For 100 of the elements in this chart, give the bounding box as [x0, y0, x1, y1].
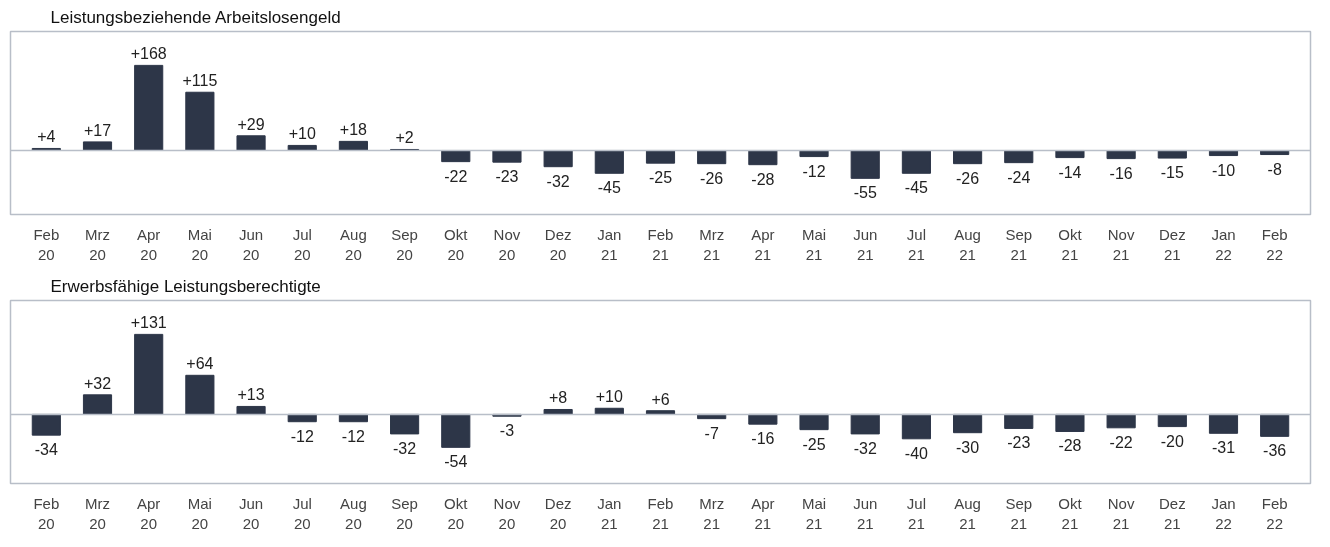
- data-label: -20: [1160, 432, 1184, 450]
- data-label: -28: [751, 170, 775, 188]
- data-label: +168: [130, 45, 167, 63]
- data-label: -22: [1109, 433, 1133, 451]
- data-label: -16: [1109, 164, 1133, 182]
- data-label: +29: [237, 115, 265, 133]
- x-tick-label: Jan 21: [597, 225, 622, 263]
- data-label: -26: [700, 169, 724, 187]
- x-tick-label: Jan 21: [597, 494, 622, 532]
- x-tick-label: Dez 20: [544, 225, 572, 263]
- data-label: -12: [290, 427, 314, 445]
- data-label: -45: [904, 179, 929, 197]
- x-tick-label: Aug 21: [954, 225, 981, 263]
- data-label: +6: [651, 390, 670, 408]
- x-tick-label: Nov 20: [493, 225, 521, 263]
- data-label: -25: [648, 169, 673, 187]
- data-label: -12: [802, 162, 826, 180]
- data-label: -30: [956, 438, 980, 456]
- x-tick-label: Feb 20: [33, 494, 60, 532]
- x-tick-label: Okt 20: [444, 225, 469, 263]
- data-label: -28: [1058, 437, 1082, 455]
- x-tick-label: Feb 21: [647, 225, 674, 263]
- data-label: -25: [802, 435, 826, 453]
- data-label: +2: [395, 129, 414, 147]
- data-label: +17: [83, 121, 112, 139]
- x-tick-label: Jul 20: [292, 494, 312, 532]
- x-tick-label: Sep 21: [1005, 494, 1033, 532]
- data-label: +10: [288, 125, 316, 143]
- data-label: -32: [853, 439, 877, 457]
- data-label: +131: [130, 314, 167, 332]
- x-tick-label: Okt 20: [444, 494, 469, 532]
- x-tick-label: Jul 21: [906, 494, 927, 532]
- x-tick-label: Aug 21: [954, 494, 981, 532]
- x-tick-label: Dez 21: [1158, 225, 1186, 263]
- data-label: -10: [1211, 161, 1236, 179]
- x-tick-label: Jun 20: [238, 494, 264, 532]
- x-tick-label: Sep 20: [391, 225, 418, 263]
- data-label: +4: [37, 128, 56, 146]
- x-tick-label: Nov 21: [1107, 494, 1135, 532]
- x-tick-label: Nov 20: [493, 494, 521, 532]
- data-label: +32: [83, 374, 112, 392]
- x-tick-label: Apr 20: [137, 225, 161, 263]
- x-tick-label: Jul 21: [906, 225, 927, 263]
- chart-title: Erwerbsfähige Leistungsberechtigte: [50, 276, 321, 296]
- data-label: -23: [495, 168, 519, 186]
- data-label: -3: [499, 422, 515, 440]
- data-label: -15: [1160, 164, 1184, 182]
- x-tick-label: Nov 21: [1107, 225, 1135, 263]
- data-label: +10: [595, 388, 623, 406]
- data-label: -54: [444, 453, 468, 471]
- x-tick-label: Feb 22: [1261, 225, 1288, 263]
- data-label: -26: [956, 169, 980, 187]
- data-label: -23: [1007, 434, 1031, 452]
- x-tick-label: Jan 22: [1211, 225, 1236, 263]
- x-tick-label: Apr 20: [137, 494, 161, 532]
- data-label: -36: [1263, 442, 1287, 460]
- data-label: -45: [597, 179, 621, 197]
- data-label: -22: [444, 167, 468, 185]
- x-tick-label: Mrz 21: [699, 225, 725, 263]
- data-label: -55: [853, 184, 877, 202]
- data-label: -8: [1267, 160, 1282, 178]
- data-label: +8: [549, 389, 568, 407]
- x-tick-label: Feb 22: [1261, 494, 1288, 532]
- x-tick-label: Sep 21: [1005, 225, 1033, 263]
- x-tick-label: Mai 20: [187, 225, 212, 263]
- data-label: -40: [904, 444, 929, 462]
- x-tick-label: Feb 20: [33, 225, 60, 263]
- data-label: -7: [704, 424, 719, 442]
- x-tick-label: Mai 20: [187, 494, 212, 532]
- x-tick-label: Okt 21: [1058, 494, 1083, 532]
- x-tick-label: Apr 21: [751, 225, 775, 263]
- data-label: +64: [186, 355, 214, 373]
- x-tick-label: Jun 21: [853, 225, 878, 263]
- data-label: -16: [751, 430, 775, 448]
- data-label: -31: [1211, 439, 1236, 457]
- x-tick-label: Jun 20: [238, 225, 264, 263]
- x-tick-label: Jun 21: [853, 494, 878, 532]
- data-label: -32: [546, 172, 570, 190]
- data-label: -32: [393, 439, 417, 457]
- x-tick-label: Dez 20: [544, 494, 572, 532]
- x-tick-label: Dez 21: [1158, 494, 1186, 532]
- data-label: +115: [182, 72, 218, 90]
- x-tick-label: Mrz 20: [85, 225, 111, 263]
- data-label: -24: [1007, 168, 1031, 186]
- x-tick-label: Aug 20: [340, 225, 367, 263]
- data-label: -34: [34, 441, 58, 459]
- x-tick-label: Feb 21: [647, 494, 674, 532]
- x-tick-label: Mai 21: [801, 225, 827, 263]
- x-tick-label: Jan 22: [1211, 494, 1236, 532]
- data-label: +18: [339, 121, 368, 139]
- x-tick-label: Aug 20: [340, 494, 367, 532]
- data-label: +13: [237, 386, 265, 404]
- x-tick-label: Sep 20: [391, 494, 418, 532]
- data-label: -14: [1058, 163, 1082, 181]
- x-tick-label: Jul 20: [292, 225, 312, 263]
- x-tick-label: Apr 21: [751, 494, 775, 532]
- x-tick-label: Okt 21: [1058, 225, 1083, 263]
- data-label: -12: [341, 427, 366, 445]
- x-tick-label: Mrz 21: [699, 494, 725, 532]
- x-tick-label: Mai 21: [801, 494, 827, 532]
